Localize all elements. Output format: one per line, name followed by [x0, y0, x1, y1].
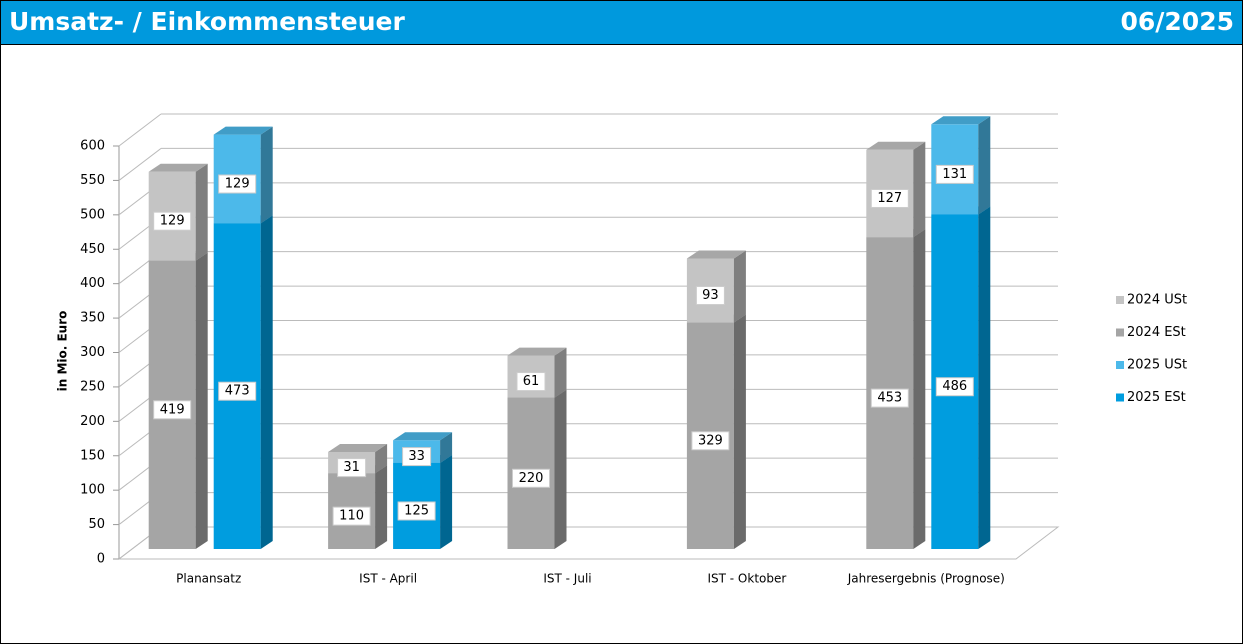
grid-connector: [118, 113, 162, 147]
data-label: 33: [408, 449, 425, 464]
data-label: 61: [523, 374, 540, 389]
y-axis-label: in Mio. Euro: [56, 311, 70, 392]
grid-connector: [118, 148, 162, 181]
bar-top: [148, 163, 208, 172]
data-label: 220: [519, 471, 544, 486]
bar-side: [260, 215, 273, 549]
data-label-box: [332, 506, 371, 526]
legend-swatch: [1116, 393, 1124, 402]
data-label-box: [870, 188, 909, 208]
data-label: 473: [225, 384, 250, 399]
data-label-box: [218, 174, 257, 194]
data-label: 419: [160, 402, 185, 417]
period: 06/2025: [1120, 7, 1234, 36]
bar-side: [195, 163, 208, 261]
bar-top: [686, 250, 746, 259]
data-label: 129: [160, 214, 185, 229]
y-tick-label: 50: [88, 517, 105, 532]
x-tick-label: IST - Juli: [543, 572, 591, 586]
data-label: 110: [339, 509, 364, 524]
y-tick-label: 600: [80, 139, 105, 154]
data-label-box: [516, 372, 546, 392]
legend-label: 2024 ESt: [1127, 325, 1186, 340]
x-tick-label: IST - Oktober: [707, 572, 786, 586]
bar-side: [440, 454, 453, 549]
y-tick-label: 400: [80, 276, 105, 291]
data-label-box: [691, 431, 730, 451]
legend-label: 2025 ESt: [1127, 390, 1186, 405]
data-label: 125: [404, 503, 429, 518]
data-label-box: [870, 388, 909, 408]
bar-side: [440, 432, 453, 463]
data-label: 31: [343, 460, 360, 475]
bar-side: [375, 443, 388, 474]
data-label-box: [935, 377, 974, 397]
data-label: 329: [698, 433, 723, 448]
bar-top: [393, 432, 453, 441]
bar-side: [195, 252, 208, 550]
bar-side: [913, 229, 926, 549]
y-tick-label: 350: [80, 311, 105, 326]
x-tick-label: Planansatz: [176, 572, 241, 586]
bar-side: [375, 465, 388, 549]
data-label: 129: [225, 177, 250, 192]
bar-side: [978, 116, 991, 215]
data-label-box: [402, 447, 432, 467]
data-label-box: [397, 501, 436, 521]
title: Umsatz- / Einkommensteuer: [9, 7, 405, 36]
bar-side: [733, 250, 746, 323]
y-tick-label: 500: [80, 207, 105, 222]
data-label: 131: [942, 167, 967, 182]
bar-top: [931, 116, 991, 125]
y-tick-label: 100: [80, 483, 105, 498]
x-tick-label: IST - April: [359, 572, 417, 586]
data-label: 93: [702, 288, 719, 303]
x-tick-label: Jahresergebnis (Prognose): [847, 572, 1005, 586]
bar-top: [866, 141, 926, 150]
legend-swatch: [1116, 296, 1124, 304]
data-label: 127: [877, 191, 902, 206]
bar-side: [554, 347, 567, 398]
y-tick-label: 300: [80, 345, 105, 360]
data-label: 486: [942, 379, 967, 394]
data-label: 453: [877, 391, 902, 406]
header: Umsatz- / Einkommensteuer 06/2025: [1, 1, 1242, 45]
data-label-box: [218, 381, 257, 401]
data-label-box: [935, 164, 974, 184]
legend-label: 2024 USt: [1127, 293, 1187, 308]
y-tick-label: 550: [80, 173, 105, 188]
data-label-box: [512, 468, 550, 488]
bar-top: [213, 126, 273, 135]
y-tick-label: 200: [80, 414, 105, 429]
y-tick-label: 0: [97, 552, 105, 567]
bar-side: [733, 314, 746, 549]
data-label-box: [153, 211, 192, 231]
legend-label: 2025 USt: [1127, 358, 1187, 373]
y-tick-label: 250: [80, 379, 105, 394]
data-label-box: [153, 400, 192, 420]
y-tick-label: 150: [80, 448, 105, 463]
y-tick-label: 450: [80, 242, 105, 257]
legend-swatch: [1116, 328, 1124, 337]
bar-side: [978, 206, 991, 549]
bar-side: [913, 141, 926, 238]
legend-swatch: [1116, 361, 1124, 369]
data-label-box: [337, 458, 367, 478]
bar-top: [328, 443, 388, 452]
bar-side: [554, 389, 567, 549]
data-label-box: [695, 286, 725, 306]
bar-top: [507, 347, 567, 356]
bar-side: [260, 126, 273, 224]
chart: in Mio. Euro 0 50 100 150 200 250 300 350 400 450…: [56, 113, 1187, 586]
